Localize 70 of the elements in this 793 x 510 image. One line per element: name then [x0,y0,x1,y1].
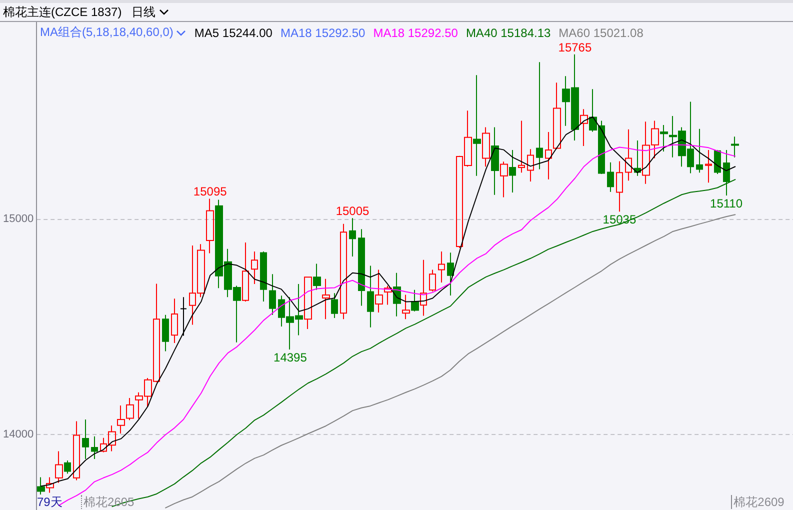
candlestick [580,108,588,146]
candlestick [616,160,623,212]
annotation: 15095 [193,184,228,199]
candlestick [367,265,374,328]
candlestick [55,450,63,484]
text: MA18 15292.50 [373,26,458,40]
annotation: 14395 [274,350,308,365]
candlestick [429,269,436,292]
candlestick [607,162,614,192]
candlestick [447,252,454,296]
candlestick [117,405,125,434]
candlestick [411,289,419,312]
candlestick [242,242,249,302]
candlestick [37,476,45,495]
candlestick [358,228,365,306]
candlestick [269,274,276,316]
candlestick [180,296,187,336]
y-tick-label: 15000 [2,213,34,226]
candlestick [518,120,525,174]
annotation: 79天 [37,495,62,509]
annotation: 棉花2609 [730,495,784,509]
candlestick [313,263,321,290]
annotation: 15110 [710,196,743,210]
candlestick [304,276,312,330]
candlestick [91,436,98,460]
candlestick [251,251,258,285]
candlestick [714,150,721,174]
annotation: 15005 [336,204,370,218]
candlestick [126,397,134,421]
candlestick [553,82,561,149]
candlestick [260,251,267,302]
candlestick [322,278,330,320]
candlestick [162,314,169,352]
candlestick [340,223,347,320]
candlestick [420,259,427,316]
candlestick [500,161,508,198]
annotation: 15765 [558,40,592,54]
candlestick [206,198,214,254]
chart-title: 棉花主连(CZCE 1837) [3,4,122,20]
candlestick [536,62,543,170]
candlestick [438,251,445,284]
candlestick [696,128,703,174]
y-tick-label: 14000 [2,428,34,441]
candlestick [64,460,71,474]
candlestick [402,294,410,320]
candlestick [349,218,356,257]
candlestick [731,136,739,158]
candlestick [491,126,499,196]
candlestick [625,128,632,182]
text: MA40 15184.13 [466,26,551,40]
candlestick [46,476,54,494]
candlestick [545,131,552,180]
candlestick [384,285,392,306]
candlestick [82,419,89,460]
candlestick [171,298,178,344]
candlestick [73,420,80,481]
candlestick [723,150,730,196]
candlestick [331,292,338,319]
legend-title: MA组合(5,18,18,40,60,0) [40,24,174,41]
candlestick [705,150,712,184]
candlestick [660,124,668,152]
chart-subtitle: 日线 [132,4,156,20]
candlestick [482,126,490,168]
candlestick [473,74,481,176]
legend-label: MA18 15292.50 [280,26,366,40]
text: MA60 15021.08 [558,26,644,40]
candlestick [527,148,534,182]
candlestick [509,150,516,193]
candlestick [375,269,383,313]
text: MA5 15244.00 [194,26,272,40]
